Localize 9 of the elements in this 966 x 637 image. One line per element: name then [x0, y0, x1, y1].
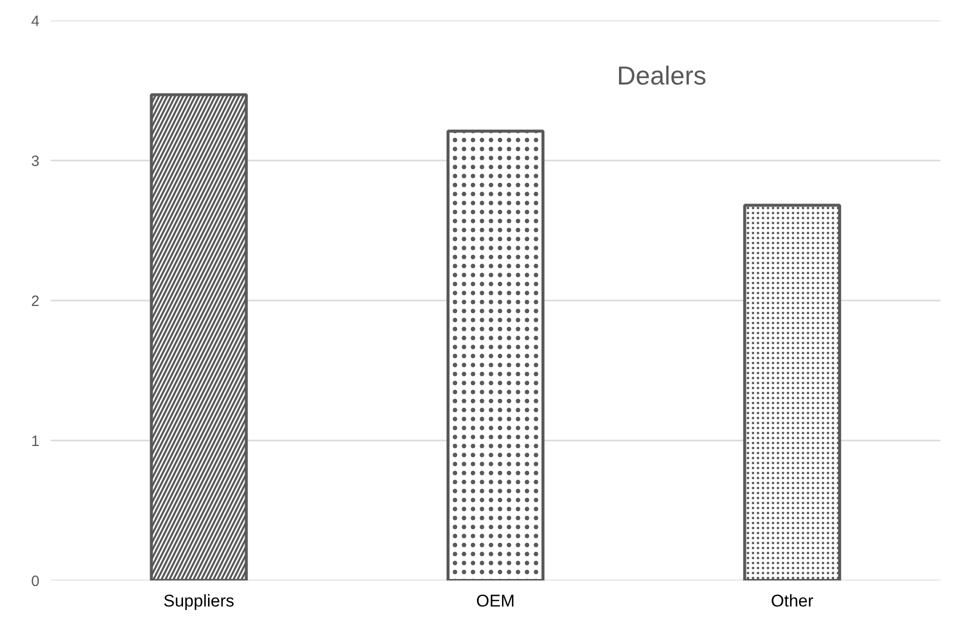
y-tick-label: 1 — [31, 433, 40, 450]
text: Dealers — [616, 60, 706, 90]
x-tick-label: Suppliers — [163, 592, 234, 610]
x-tick-label: Other — [770, 592, 814, 610]
y-tick-label: 0 — [31, 573, 40, 590]
y-tick-label: 2 — [31, 293, 40, 310]
y-tick-label: 3 — [31, 153, 40, 170]
x-tick-label: OEM — [476, 592, 515, 610]
y-tick-label: 4 — [31, 13, 40, 30]
